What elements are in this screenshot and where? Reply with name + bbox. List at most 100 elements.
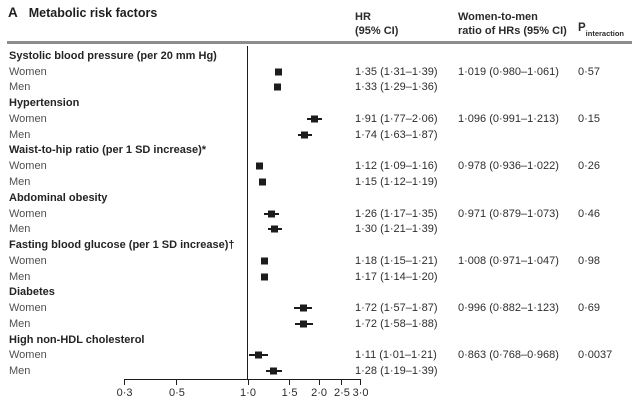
hr-ci-value: 1·91 (1·77–2·06) [355,112,438,125]
sex-label: Men [9,223,31,236]
hr-point-marker [300,320,308,328]
hr-ci-value: 1·18 (1·15–1·21) [355,254,438,267]
p-value: 0·15 [578,112,601,125]
reference-line-1 [247,46,248,379]
group-label-row: Waist-to-hip ratio (per 1 SD increase)* [0,143,632,159]
data-row-men: Men 1·72 (1·58–1·88) [0,316,632,332]
sex-label: Men [9,270,31,283]
x-axis-tick-label: 0·3 [116,387,133,399]
group-label: Hypertension [9,97,80,110]
data-row-men: Men 1·28 (1·19–1·39) [0,363,632,379]
figure-title-row: A Metabolic risk factors [8,5,157,20]
sex-label: Women [9,65,47,78]
sex-label: Women [9,254,47,267]
hr-ci-value: 1·26 (1·17–1·35) [355,207,438,220]
ratio-value: 0·978 (0·936–1·022) [458,160,559,173]
x-axis-tick [318,380,320,385]
sex-label: Women [9,207,47,220]
group-label: Systolic blood pressure (per 20 mm Hg) [9,49,217,62]
hr-ci-value: 1·30 (1·21–1·39) [355,223,438,236]
hr-ci-value: 1·11 (1·01–1·21) [355,349,437,362]
hr-ci-value: 1·15 (1·12–1·19) [355,176,438,188]
x-axis-tick-label: 1·0 [240,387,256,399]
p-value: 0·46 [578,207,601,220]
x-axis-tick-label: 2·5 [333,387,350,399]
x-axis-line [124,379,362,380]
hr-point-marker [273,83,281,91]
ratio-value: 0·971 (0·879–1·073) [458,207,559,220]
x-axis-tick-label: 0·5 [169,387,185,399]
hr-point-marker [255,351,263,359]
hr-ci-value: 1·72 (1·57–1·87) [355,302,438,315]
ratio-value: 1·019 (0·980–1·061) [458,65,559,78]
sex-label: Women [9,112,47,125]
hr-point-marker [261,257,269,265]
group-label: Abdominal obesity [9,191,108,204]
hr-ci-value: 1·72 (1·58–1·88) [355,317,438,330]
hr-ci-value: 1·12 (1·09–1·16) [355,160,438,173]
hr-point-marker [275,68,283,76]
x-axis-tick-label: 1·5 [281,387,298,399]
x-axis-tick [360,380,362,385]
hr-ci-value: 1·17 (1·14–1·20) [355,270,438,283]
group-label: Diabetes [9,286,55,299]
column-header-hr-line1: HR [355,11,371,23]
group-label-row: Abdominal obesity [0,190,632,206]
sex-label: Women [9,302,47,315]
data-row-women: Women 1·35 (1·31–1·39) 1·019 (0·980–1·06… [0,64,632,80]
group-label-row: High non-HDL cholesterol [0,332,632,348]
group-label-row: Systolic blood pressure (per 20 mm Hg) [0,48,632,64]
ratio-value: 1·096 (0·991–1·213) [458,112,559,125]
hr-ci-value: 1·74 (1·63–1·87) [355,128,438,141]
hr-point-marker [271,225,279,233]
hr-point-marker [256,162,264,170]
p-symbol: P [578,22,586,34]
header-rule [7,41,632,44]
sex-label: Men [9,81,31,94]
x-axis-tick [289,380,291,385]
p-value: 0·26 [578,160,601,173]
hr-point-marker [258,178,266,186]
group-label-row: Fasting blood glucose (per 1 SD increase… [0,237,632,253]
sex-label: Women [9,349,47,362]
p-value: 0·0037 [578,349,613,362]
hr-point-marker [301,131,309,139]
p-value: 0·98 [578,254,601,267]
sex-label: Women [9,160,47,173]
data-row-women: Women 1·11 (1·01–1·21) 0·863 (0·768–0·96… [0,348,632,364]
hr-ci-value: 1·35 (1·31–1·39) [355,65,438,78]
data-row-men: Men 1·30 (1·21–1·39) [0,221,632,237]
column-header-ratio-line1: Women-to-men [458,11,538,23]
group-label: Waist-to-hip ratio (per 1 SD increase)* [9,144,207,157]
hr-ci-value: 1·33 (1·29–1·36) [355,81,438,94]
data-row-women: Women 1·12 (1·09–1·16) 0·978 (0·936–1·02… [0,158,632,174]
data-row-men: Men 1·33 (1·29–1·36) [0,80,632,96]
group-label-row: Diabetes [0,284,632,300]
column-header-ratio-line2: ratio of HRs (95% CI) [458,25,567,37]
hr-point-marker [269,367,277,375]
x-axis-tick [247,380,249,385]
column-header-ratio: Women-to-men ratio of HRs (95% CI) [458,10,567,38]
sex-label: Men [9,176,31,188]
ratio-value: 1·008 (0·971–1·047) [458,254,559,267]
hr-point-marker [310,115,318,123]
x-axis-tick [124,380,126,385]
group-label-row: Hypertension [0,95,632,111]
ratio-value: 0·996 (0·882–1·123) [458,302,559,315]
sex-label: Men [9,128,31,141]
x-axis-tick [176,380,178,385]
sex-label: Men [9,365,31,378]
data-row-women: Women 1·91 (1·77–2·06) 1·096 (0·991–1·21… [0,111,632,127]
group-label: High non-HDL cholesterol [9,333,145,346]
forest-rows: Systolic blood pressure (per 20 mm Hg) W… [0,48,632,379]
x-axis-tick-label: 2·0 [311,387,327,399]
data-row-women: Women 1·72 (1·57–1·87) 0·996 (0·882–1·12… [0,300,632,316]
data-row-men: Men 1·74 (1·63–1·87) [0,127,632,143]
ratio-value: 0·863 (0·768–0·968) [458,349,559,362]
hr-point-marker [268,210,276,218]
x-axis-tick-label: 3·0 [352,387,369,399]
column-header-hr: HR (95% CI) [355,10,398,38]
panel-title: Metabolic risk factors [28,6,158,20]
column-header-hr-line2: (95% CI) [355,25,399,37]
